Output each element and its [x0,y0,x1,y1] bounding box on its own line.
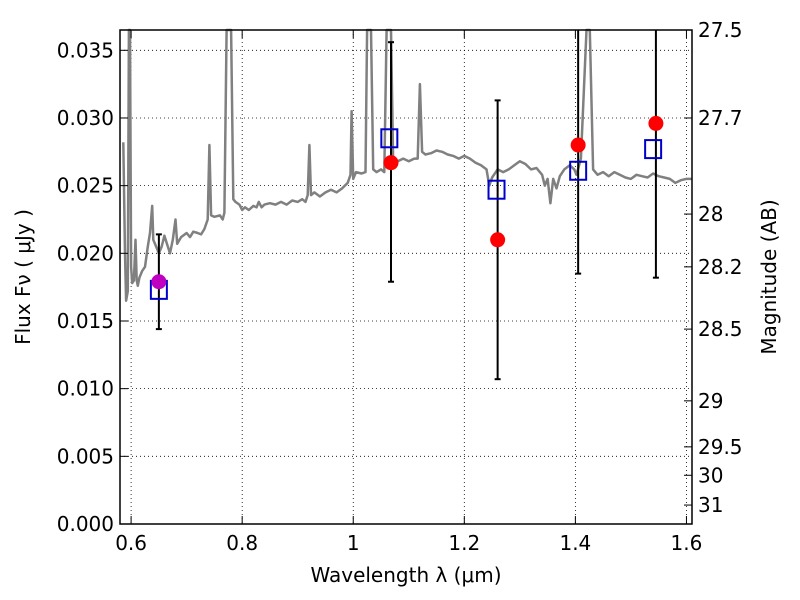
circle-marker-group [151,115,664,290]
square-marker-group [149,128,663,300]
y-axis-right-ticks: 27.5 27.7 28 28.2 28.5 29 29.5 30 31 [684,18,743,517]
square-marker [487,179,506,200]
y-tick-label: 0.010 [57,377,114,401]
x-axis-ticks: 0.6 0.8 1 1.2 1.4 1.6 [115,30,702,555]
circle-marker [648,115,664,131]
plot-frame [119,29,693,525]
y-tick-label: 0.030 [57,106,114,130]
right-tick-label: 29.5 [698,435,743,459]
square-marker [380,128,399,149]
circle-marker [383,155,399,171]
right-tick-label: 28 [698,202,723,226]
x-tick-label: 0.6 [115,531,147,555]
y-tick-label: 0.025 [57,174,114,198]
y-tick-label: 0.020 [57,241,114,265]
grid-lines [120,30,692,525]
x-tick-label: 0.8 [226,531,258,555]
x-tick-label: 1 [347,531,360,555]
right-tick-label: 30 [698,463,723,487]
x-tick-label: 1.6 [671,531,703,555]
square-marker [644,139,663,160]
y-tick-label: 0.035 [57,38,114,62]
x-tick-label: 1.2 [448,531,480,555]
x-tick-label: 1.4 [559,531,591,555]
y-tick-label: 0.005 [57,444,114,468]
y-tick-label: 0.015 [57,309,114,333]
right-tick-label: 31 [698,493,723,517]
y-tick-label: 0.000 [57,512,114,536]
circle-marker [570,137,586,153]
y-axis-left-label: Flux Fν ( μJy ) [11,209,35,345]
right-tick-label: 27.7 [698,106,743,130]
x-axis-label: Wavelength λ (μm) [310,563,501,587]
spectrum-line-group [122,28,692,302]
y-axis-right-label: Magnitude (AB) [757,199,781,354]
square-marker [569,160,588,181]
y-axis-left-ticks: 0.000 0.005 0.010 0.015 0.020 0.025 0.030 0.035 [57,38,128,536]
right-tick-label: 28.2 [698,255,743,279]
right-tick-label: 28.5 [698,317,743,341]
right-tick-label: 27.5 [698,18,743,42]
right-tick-label: 29 [698,389,723,413]
spectrum-line [122,28,692,302]
circle-marker [490,232,506,248]
circle-marker [151,274,167,290]
